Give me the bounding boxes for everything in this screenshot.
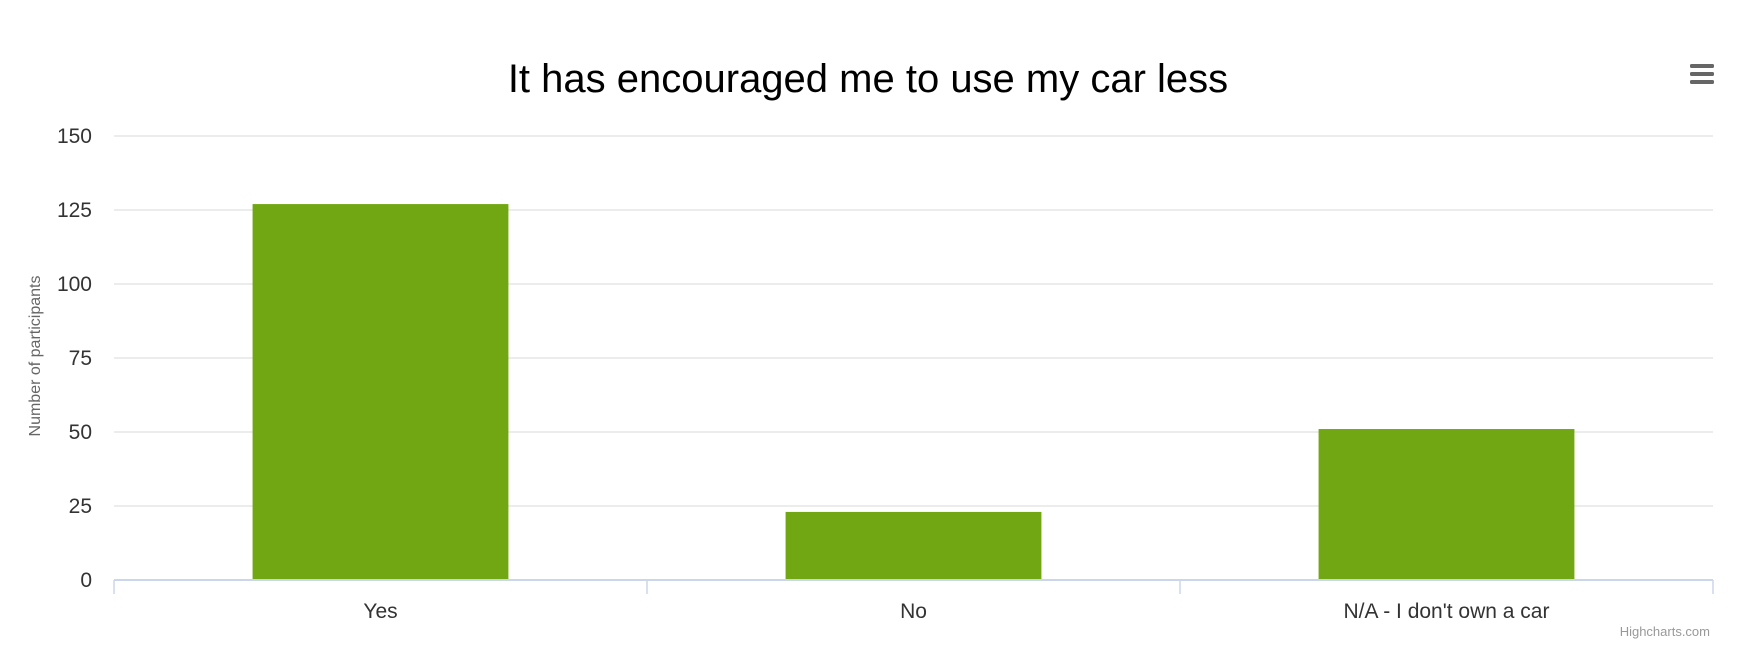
y-tick-label: 50 [69, 421, 92, 444]
hamburger-menu-icon[interactable] [1682, 60, 1722, 92]
y-tick-label: 25 [69, 495, 92, 518]
x-category-label: Yes [363, 600, 397, 623]
bar-0[interactable] [252, 204, 509, 580]
credits-link[interactable]: Highcharts.com [1620, 624, 1710, 639]
chart-title: It has encouraged me to use my car less [508, 57, 1228, 101]
bar-series [252, 204, 1575, 580]
y-tick-label: 0 [80, 569, 92, 592]
y-tick-label: 100 [57, 273, 92, 296]
y-tick-label: 75 [69, 347, 92, 370]
bar-1[interactable] [785, 511, 1042, 580]
y-axis-title: Number of participants [27, 276, 44, 437]
axes: 0 25 50 75 100 125 150 Yes No N/A - I don't own a… [57, 125, 1714, 623]
bar-2[interactable] [1318, 429, 1575, 580]
y-tick-label: 150 [57, 125, 92, 148]
x-category-label: No [900, 600, 927, 623]
y-tick-label: 125 [57, 199, 92, 222]
x-category-label: N/A - I don't own a car [1344, 600, 1550, 623]
